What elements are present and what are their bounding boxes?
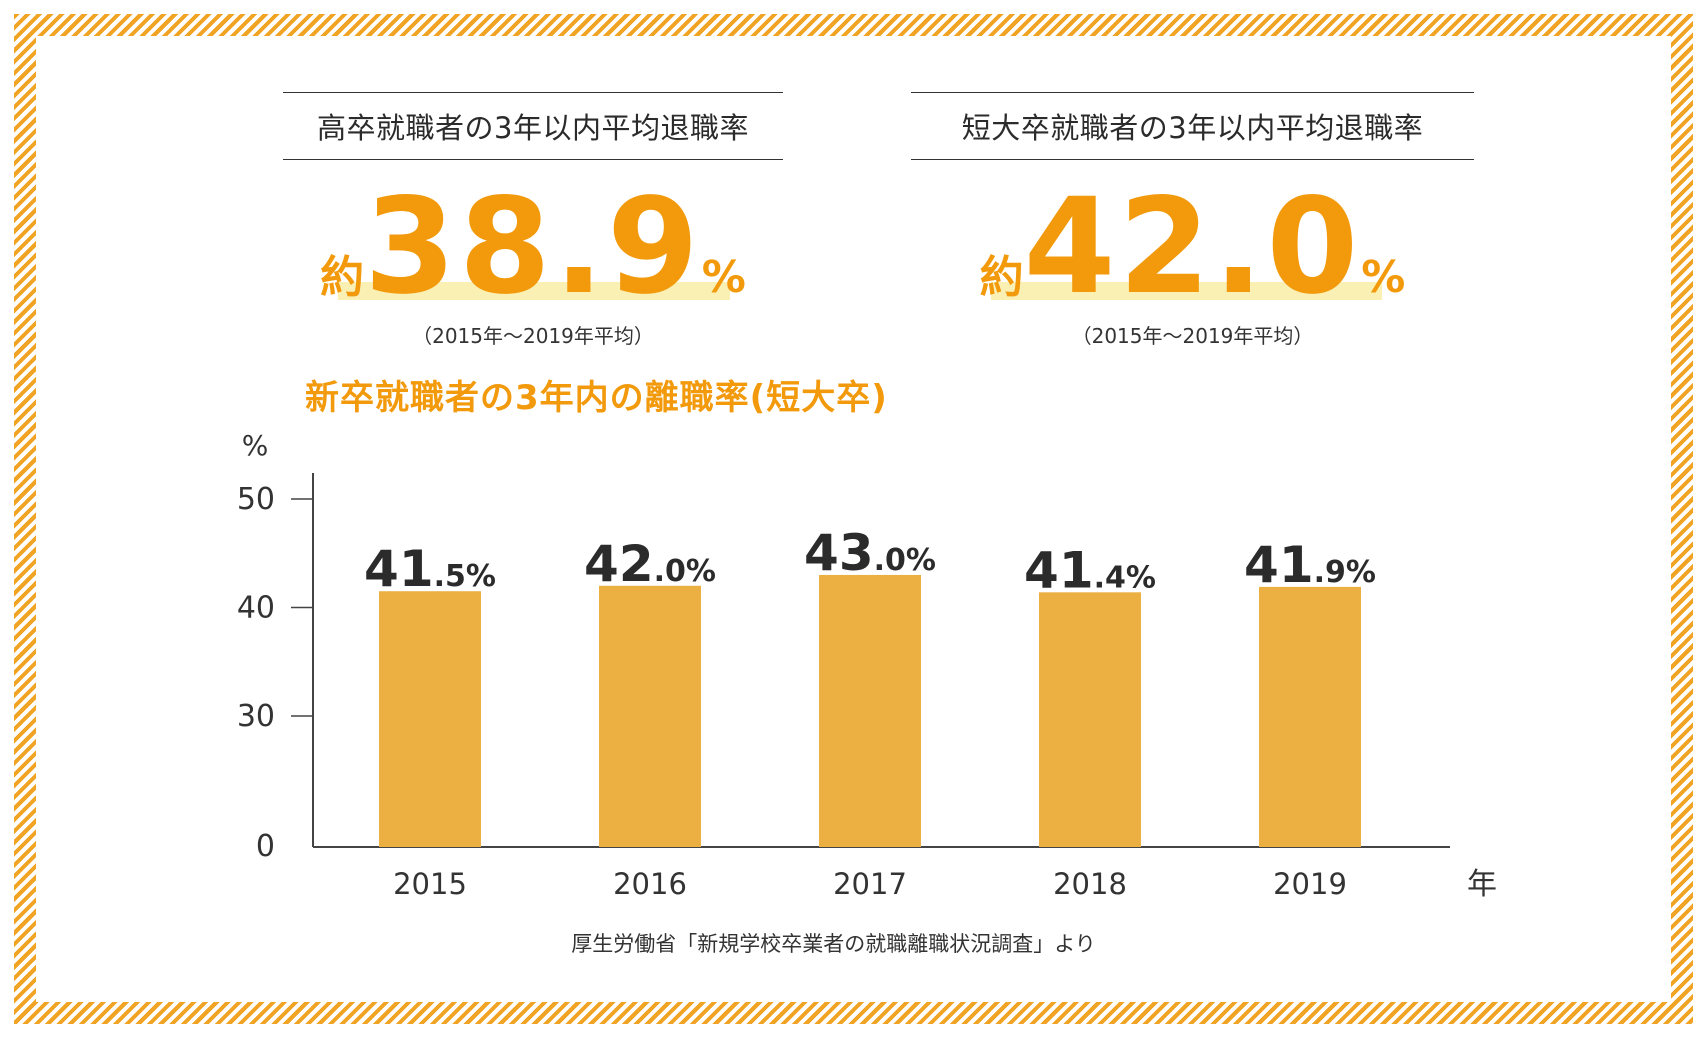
striped-frame — [14, 14, 1693, 1024]
stat-number: 42.0 — [1023, 170, 1362, 324]
bar-2017 — [819, 574, 921, 847]
chart-title: 新卒就職者の3年内の離職率(短大卒) — [305, 378, 888, 418]
value-label: 43.0% — [804, 524, 936, 582]
stat-unit: % — [701, 252, 746, 303]
stat-unit: % — [1361, 252, 1406, 303]
high-school-stat: 高卒就職者の3年以内平均退職率 約38.9% （2015年～2019年平均） — [283, 92, 783, 352]
value-highlight — [338, 282, 730, 300]
bar-2018 — [1039, 592, 1141, 847]
stat-period: （2015年～2019年平均） — [412, 324, 654, 348]
stat-title: 短大卒就職者の3年以内平均退職率 — [911, 92, 1474, 160]
bar-2016 — [599, 585, 701, 847]
x-axis-unit: 年 — [1467, 867, 1497, 902]
stat-number: 38.9 — [364, 170, 702, 324]
stat-value: 約38.9% — [283, 170, 783, 324]
value-label: 41.9% — [1244, 536, 1376, 594]
stat-prefix: 約 — [979, 252, 1024, 303]
stat-period: （2015年～2019年平均） — [1071, 324, 1314, 348]
x-tick-label: 2018 — [1053, 867, 1127, 901]
y-tick-label: 40 — [237, 591, 275, 626]
y-tick-label: 30 — [237, 699, 275, 734]
y-tick-label: 50 — [237, 482, 275, 517]
junior-college-stat: 短大卒就職者の3年以内平均退職率 約42.0% （2015年～2019年平均） — [911, 92, 1474, 352]
value-label: 41.4% — [1024, 541, 1156, 599]
x-tick-label: 2019 — [1273, 867, 1347, 901]
stat-title: 高卒就職者の3年以内平均退職率 — [283, 92, 783, 160]
source-note: 厚生労働省「新規学校卒業者の就職離職状況調査」より — [571, 932, 1096, 956]
bar-2019 — [1259, 586, 1361, 847]
value-label: 41.5% — [364, 540, 496, 598]
x-tick-label: 2016 — [613, 867, 687, 901]
x-tick-label: 2015 — [393, 867, 467, 901]
value-highlight — [991, 282, 1382, 300]
value-label: 42.0% — [584, 535, 716, 593]
x-tick-label: 2017 — [833, 867, 907, 901]
bar-2015 — [379, 591, 481, 847]
stat-prefix: 約 — [320, 252, 365, 303]
y-tick-label: 0 — [256, 829, 275, 864]
y-axis-unit: % — [242, 429, 269, 462]
stat-value: 約42.0% — [911, 170, 1474, 324]
